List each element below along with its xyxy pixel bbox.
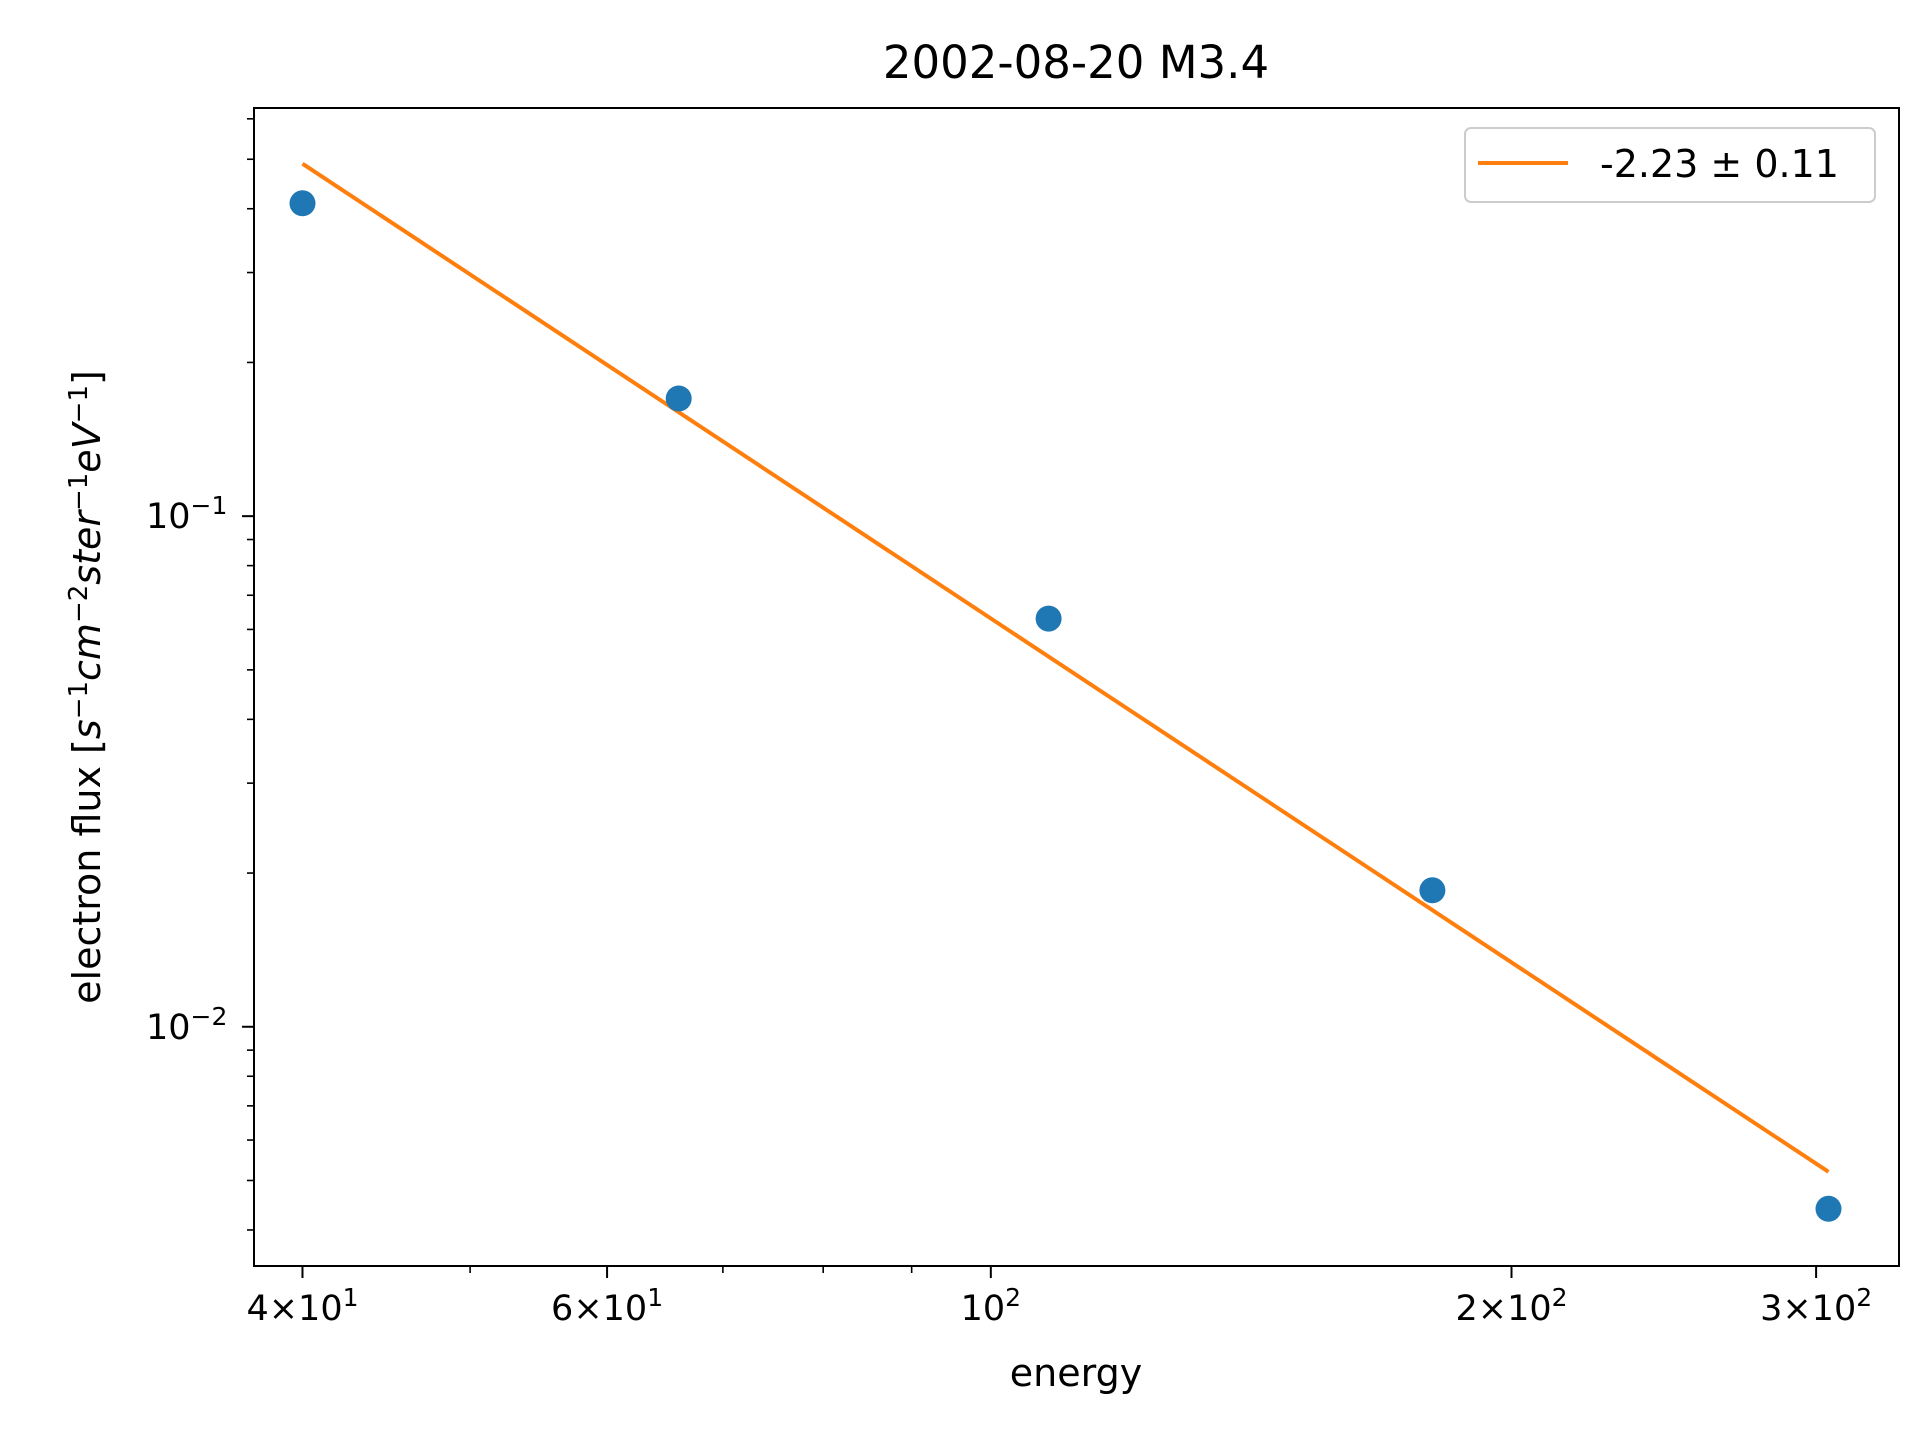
x-tick-label: 102: [961, 1283, 1021, 1329]
data-point: [665, 385, 692, 412]
data-point: [1035, 605, 1062, 632]
y-axis-label: electron flux [s−1cm−2ster−1eV−1]: [64, 370, 109, 1004]
y-axis-ticks: 10−1 10−2: [146, 118, 254, 1231]
y-tick-label: 10−2: [146, 1002, 227, 1048]
x-tick-label: 3×102: [1760, 1283, 1872, 1329]
scatter-points-layer: [289, 190, 1842, 1222]
fit-line: [301, 162, 1830, 1174]
legend-label: -2.23 ± 0.11: [1600, 142, 1839, 186]
axes-frame: [253, 107, 1900, 1267]
plot-area: [253, 107, 1900, 1267]
x-axis-ticks: 4×101 6×101 102 2×102 3×102: [246, 1266, 1872, 1329]
legend-box: [1464, 127, 1876, 203]
y-label-text: electron flux [: [65, 739, 109, 1004]
x-tick-label: 4×101: [246, 1283, 358, 1329]
x-tick-label: 2×102: [1455, 1283, 1567, 1329]
legend: -2.23 ± 0.11: [1464, 127, 1876, 203]
y-tick-label: 10−1: [146, 491, 227, 537]
chart-title: 2002-08-20 M3.4: [883, 36, 1269, 89]
data-point: [289, 190, 316, 217]
data-point: [1419, 877, 1446, 904]
x-tick-label: 6×101: [551, 1283, 663, 1329]
x-axis-label: energy: [1010, 1351, 1142, 1395]
fit-line-layer: [301, 162, 1830, 1174]
data-point: [1815, 1195, 1842, 1222]
